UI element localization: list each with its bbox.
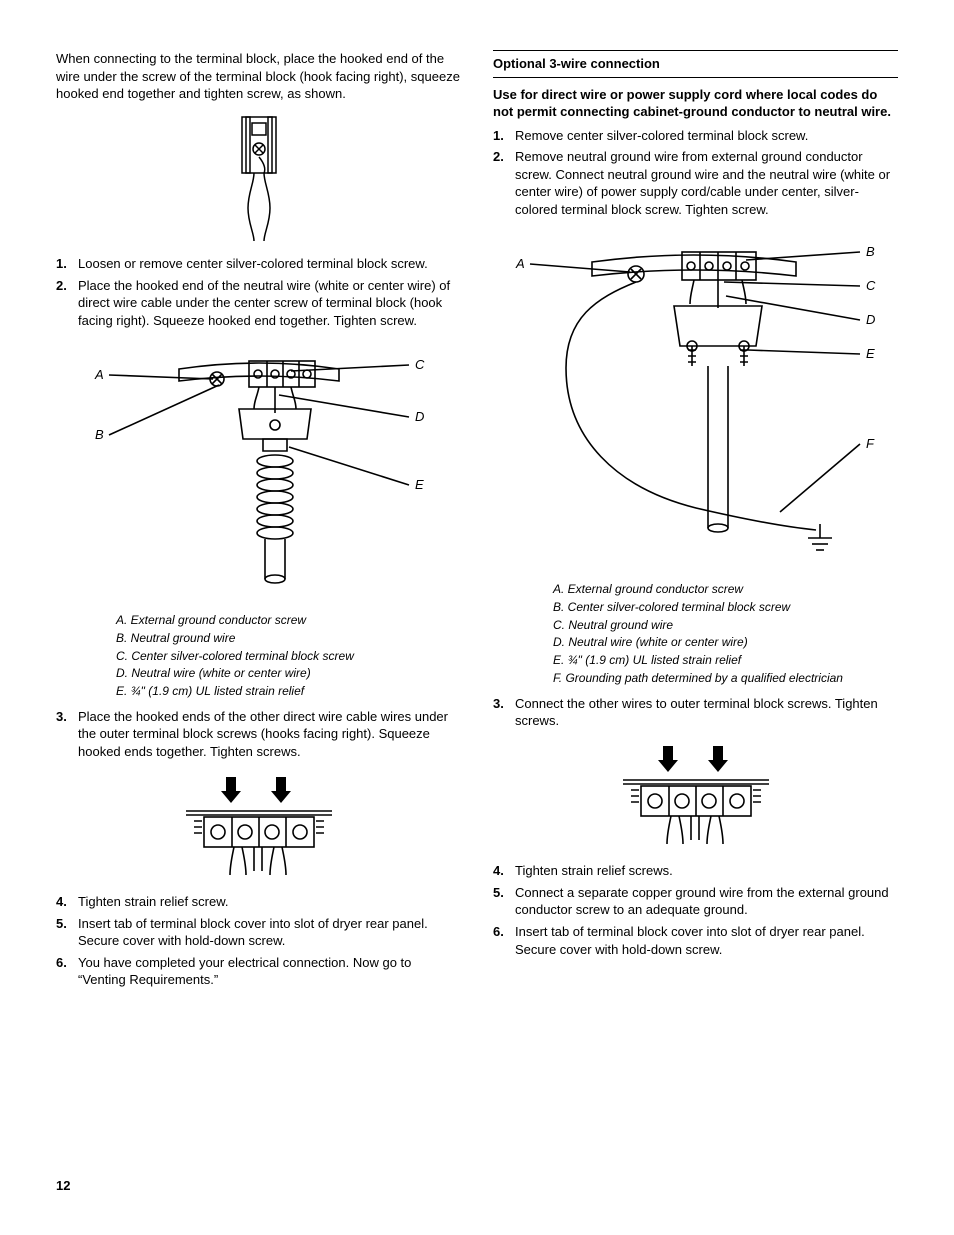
legend-item: B. Neutral ground wire (116, 630, 461, 647)
step-text: Place the hooked ends of the other direc… (78, 708, 461, 761)
step-text: Tighten strain relief screws. (515, 862, 898, 880)
step-text: You have completed your electrical conne… (78, 954, 461, 989)
svg-text:A: A (94, 367, 104, 382)
figure-arrows-block-right (493, 740, 898, 855)
step-text: Remove neutral ground wire from external… (515, 148, 898, 218)
intro-text: When connecting to the terminal block, p… (56, 50, 461, 103)
right-steps-b2: 4.Tighten strain relief screws. 5.Connec… (493, 862, 898, 958)
legend-item: A. External ground conductor screw (116, 612, 461, 629)
left-column: When connecting to the terminal block, p… (56, 50, 461, 997)
step-text: Tighten strain relief screw. (78, 893, 461, 911)
left-steps-b: 3.Place the hooked ends of the other dir… (56, 708, 461, 761)
legend-item: D. Neutral wire (white or center wire) (553, 634, 898, 651)
legend-item: D. Neutral wire (white or center wire) (116, 665, 461, 682)
left-steps-c: 4.Tighten strain relief screw. 5.Insert … (56, 893, 461, 989)
legend-item: E. ¾" (1.9 cm) UL listed strain relief (553, 652, 898, 669)
step-text: Insert tab of terminal block cover into … (78, 915, 461, 950)
svg-text:B: B (95, 427, 104, 442)
svg-text:B: B (866, 244, 875, 259)
figure-arrows-block-left (56, 771, 461, 886)
legend-item: E. ¾" (1.9 cm) UL listed strain relief (116, 683, 461, 700)
right-column: Optional 3-wire connection Use for direc… (493, 50, 898, 997)
svg-text:F: F (866, 436, 875, 451)
left-steps-a: 1.Loosen or remove center silver-colored… (56, 255, 461, 329)
svg-text:E: E (866, 346, 875, 361)
legend-right: A. External ground conductor screw B. Ce… (553, 581, 898, 687)
svg-text:A: A (515, 256, 525, 271)
figure-terminal-assembly-left: A B C D E (56, 339, 461, 604)
figure-hook-wire (56, 113, 461, 248)
legend-item: F. Grounding path determined by a qualif… (553, 670, 898, 687)
legend-left: A. External ground conductor screw B. Ne… (116, 612, 461, 700)
step-text: Place the hooked end of the neutral wire… (78, 277, 461, 330)
step-text: Insert tab of terminal block cover into … (515, 923, 898, 958)
svg-text:D: D (866, 312, 875, 327)
legend-item: B. Center silver-colored terminal block … (553, 599, 898, 616)
right-steps-a: 1.Remove center silver-colored terminal … (493, 127, 898, 219)
section-header: Optional 3-wire connection (493, 50, 898, 78)
svg-text:C: C (415, 357, 425, 372)
figure-terminal-assembly-right: A B C D E F (493, 228, 898, 573)
svg-text:C: C (866, 278, 876, 293)
svg-text:E: E (415, 477, 424, 492)
right-steps-b1: 3.Connect the other wires to outer termi… (493, 695, 898, 730)
legend-item: C. Center silver-colored terminal block … (116, 648, 461, 665)
legend-item: C. Neutral ground wire (553, 617, 898, 634)
step-text: Connect the other wires to outer termina… (515, 695, 898, 730)
step-text: Loosen or remove center silver-colored t… (78, 255, 461, 273)
page-number: 12 (56, 1177, 70, 1195)
step-text: Connect a separate copper ground wire fr… (515, 884, 898, 919)
svg-text:D: D (415, 409, 424, 424)
step-text: Remove center silver-colored terminal bl… (515, 127, 898, 145)
legend-item: A. External ground conductor screw (553, 581, 898, 598)
section-sub: Use for direct wire or power supply cord… (493, 86, 898, 121)
